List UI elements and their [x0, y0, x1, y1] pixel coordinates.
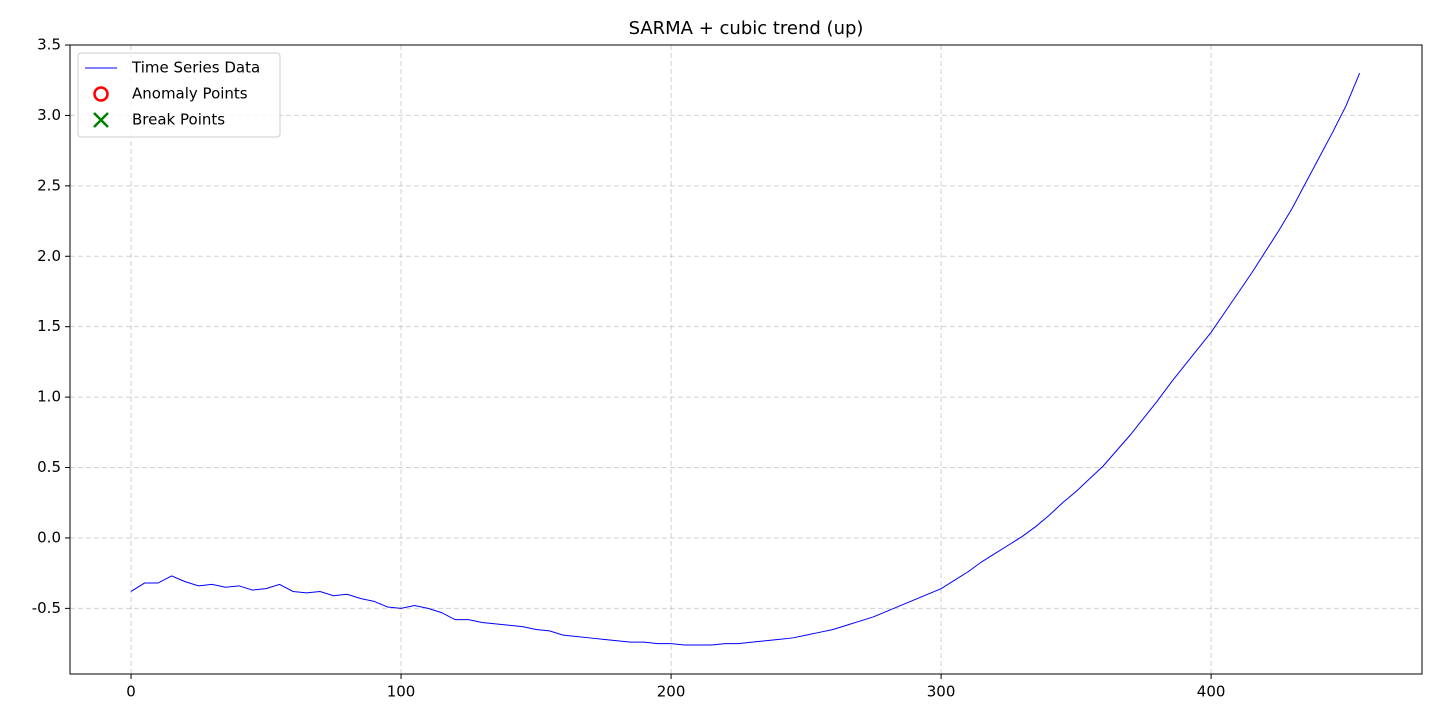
y-tick-label: 1.5	[37, 317, 61, 335]
legend-marker	[93, 112, 109, 128]
chart-title: SARMA + cubic trend (up)	[629, 18, 864, 39]
legend-label: Time Series Data	[131, 59, 260, 77]
data-line	[130, 72, 1361, 646]
y-tick-label: 2.0	[37, 247, 61, 265]
y-tick-label: 0.5	[37, 458, 61, 476]
x-tick-label: 400	[1197, 683, 1226, 701]
legend-marker	[93, 86, 109, 102]
y-tick-label: 2.5	[37, 176, 61, 194]
legend-label: Break Points	[132, 111, 225, 129]
x-tick-label: 300	[927, 683, 956, 701]
legend-box	[77, 52, 281, 138]
y-tick-label: 1.0	[37, 388, 61, 406]
x-tick-label: 0	[126, 683, 136, 701]
y-tick-label: 3.5	[37, 36, 61, 54]
y-tick-label: -0.5	[32, 599, 61, 617]
legend-label: Anomaly Points	[132, 85, 248, 103]
x-tick-label: 200	[657, 683, 686, 701]
x-tick-label: 100	[387, 683, 416, 701]
y-tick-label: 0.0	[37, 528, 61, 546]
y-tick-label: 3.0	[37, 106, 61, 124]
plot-frame	[69, 44, 1423, 675]
